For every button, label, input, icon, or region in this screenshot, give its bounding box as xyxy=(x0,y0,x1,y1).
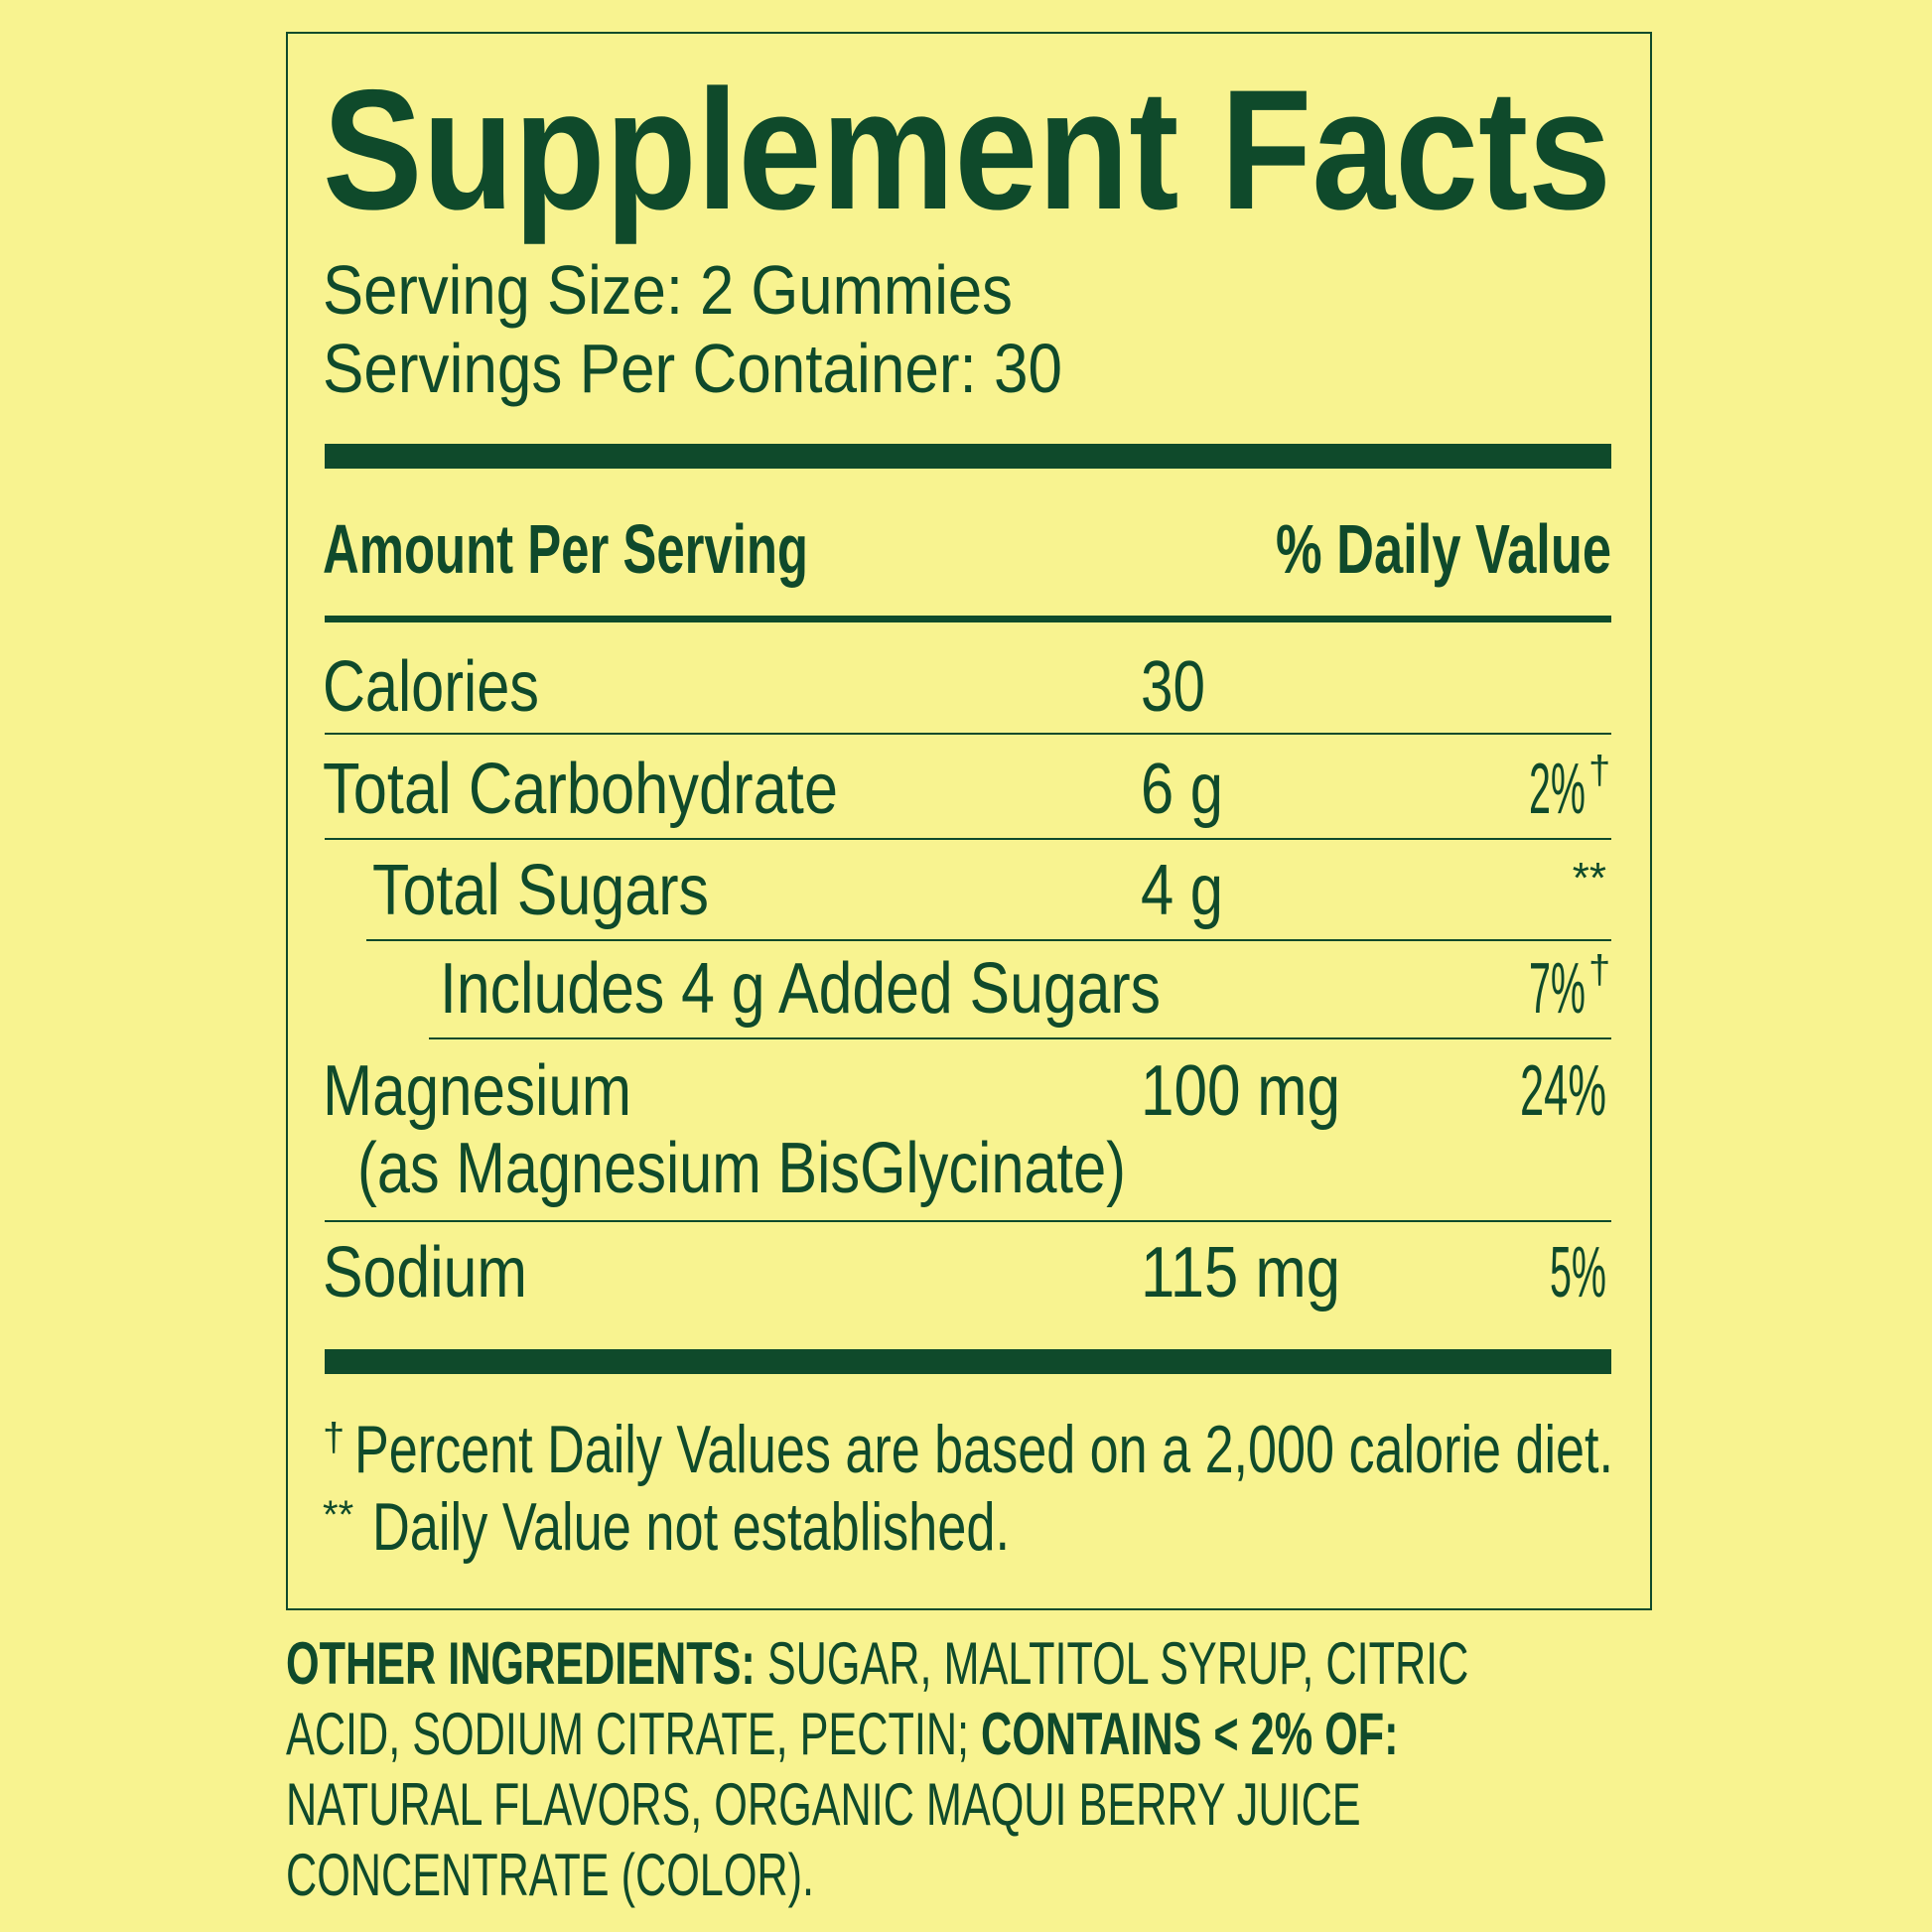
nutrient-name: Includes 4 g Added Sugars xyxy=(440,949,1161,1029)
footnotes: † Percent Daily Values are based on a 2,0… xyxy=(323,1412,1613,1565)
nutrient-amount: 30 xyxy=(1141,647,1205,727)
nutrient-name: Magnesium xyxy=(323,1051,631,1131)
ingredients-list: SUGAR, MALTITOL SYRUP, CITRIC ACID, SODI… xyxy=(286,1630,1469,1767)
ingredients-label: OTHER INGREDIENTS: xyxy=(286,1630,756,1697)
daily-value: 24% xyxy=(1520,1051,1606,1131)
daily-value-header: % Daily Value xyxy=(1276,510,1611,588)
daily-value: 7% xyxy=(1529,949,1586,1029)
serving-size: Serving Size: 2 Gummies xyxy=(323,251,1013,329)
nutrient-amount: 115 mg xyxy=(1141,1233,1340,1312)
daily-value: 2% xyxy=(1529,750,1586,829)
nutrient-name: Total Sugars xyxy=(372,851,709,930)
footnote-text: Daily Value not established. xyxy=(372,1489,1010,1565)
row-rule xyxy=(429,1037,1611,1039)
daily-value-mark: † xyxy=(1588,948,1610,992)
row-rule xyxy=(325,1220,1611,1222)
nutrient-amount: 6 g xyxy=(1141,750,1223,829)
nutrient-name: Sodium xyxy=(323,1233,527,1312)
row-rule xyxy=(325,838,1611,840)
thick-rule xyxy=(325,444,1611,469)
daily-value: ** xyxy=(1573,854,1606,902)
footnote-mark: ** xyxy=(323,1493,353,1537)
medium-rule xyxy=(325,616,1611,622)
footnote-mark: † xyxy=(323,1416,345,1459)
nutrient-amount: 4 g xyxy=(1141,851,1223,930)
nutrient-amount: 100 mg xyxy=(1141,1051,1340,1131)
other-ingredients: OTHER INGREDIENTS: SUGAR, MALTITOL SYRUP… xyxy=(286,1628,1566,1910)
daily-value-mark: † xyxy=(1588,749,1610,792)
panel-border xyxy=(286,32,1652,1610)
title: Supplement Facts xyxy=(323,55,1611,245)
thick-rule xyxy=(325,1349,1611,1374)
nutrient-name: Calories xyxy=(323,647,539,727)
amount-header: Amount Per Serving xyxy=(323,510,808,588)
nutrient-detail: (as Magnesium BisGlycinate) xyxy=(357,1129,1126,1208)
row-rule xyxy=(366,939,1611,941)
servings-per-container: Servings Per Container: 30 xyxy=(323,330,1062,407)
row-rule xyxy=(325,733,1611,735)
contains-label: CONTAINS < 2% OF: xyxy=(981,1701,1399,1767)
nutrient-name: Total Carbohydrate xyxy=(323,750,838,829)
daily-value: 5% xyxy=(1550,1233,1606,1312)
footnote-text: Percent Daily Values are based on a 2,00… xyxy=(354,1412,1613,1487)
contains-list: NATURAL FLAVORS, ORGANIC MAQUI BERRY JUI… xyxy=(286,1771,1361,1908)
